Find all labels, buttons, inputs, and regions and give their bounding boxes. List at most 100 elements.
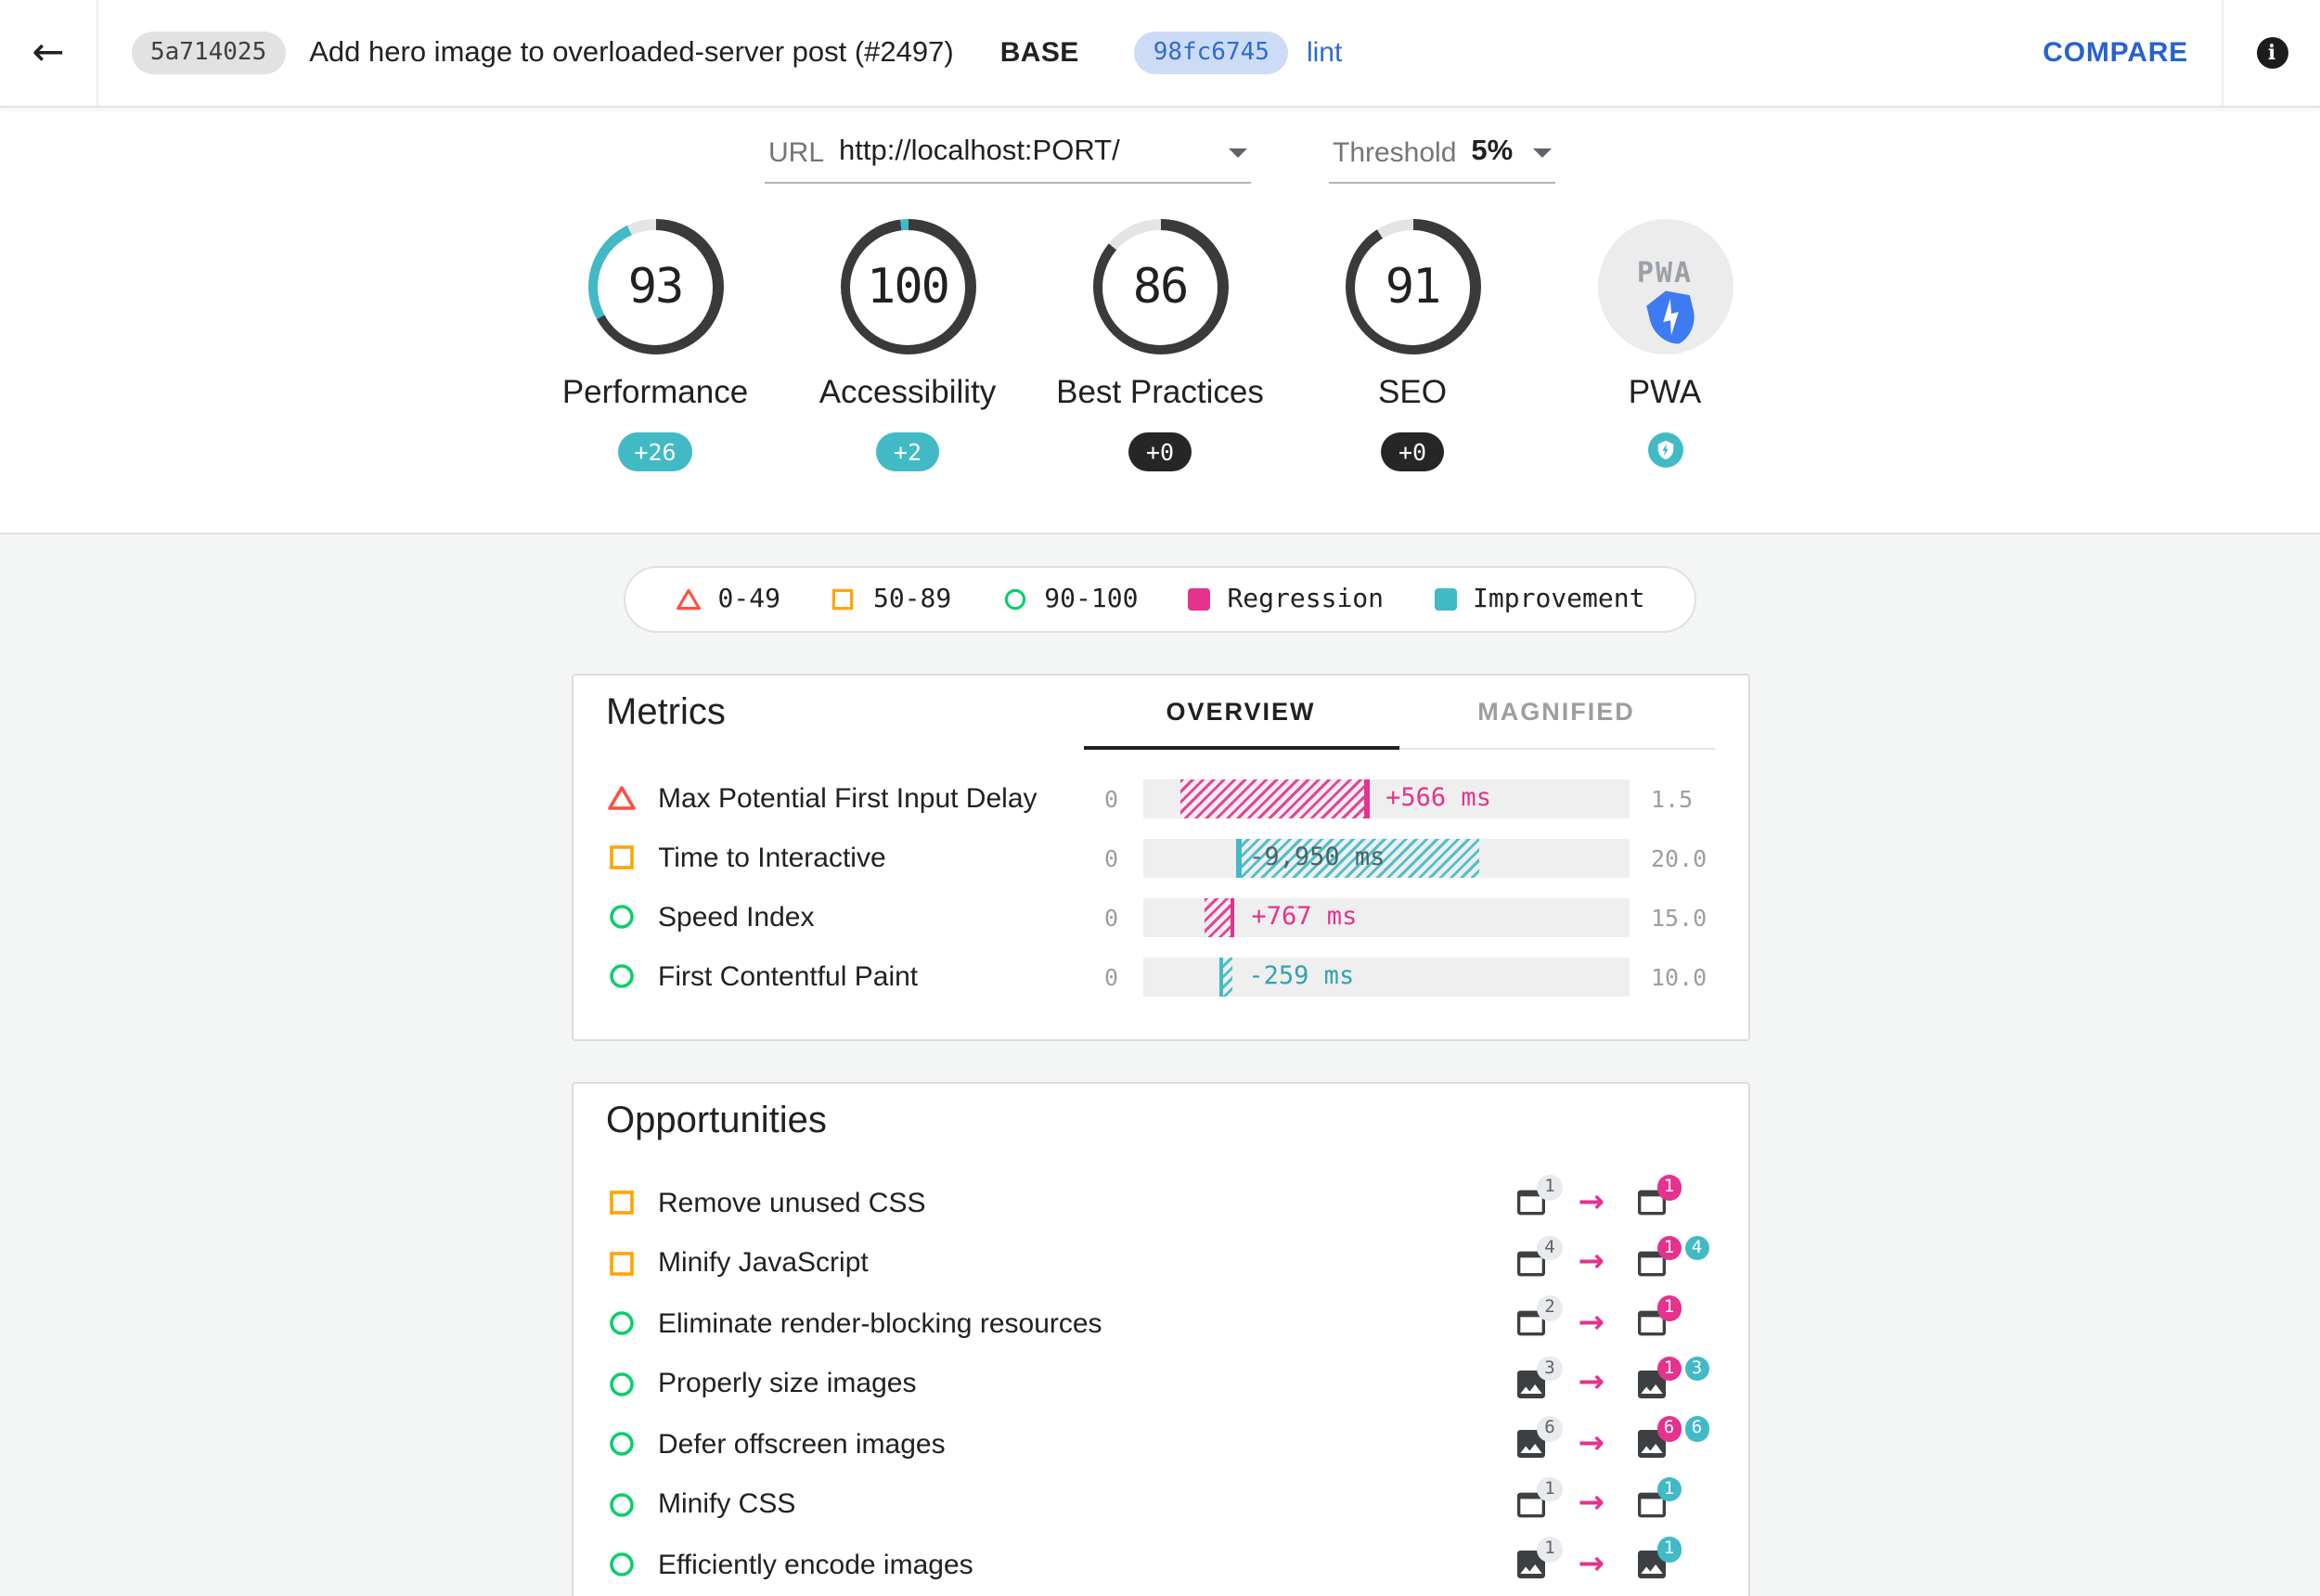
score-best-practices: 86 Best Practices +0 <box>1050 219 1270 471</box>
circle-icon <box>609 905 633 929</box>
base-count-badge: 4 <box>1537 1235 1563 1261</box>
metrics-rows: Max Potential First Input Delay 0 +566 m… <box>606 750 1714 1017</box>
score-performance: 93 Performance +26 <box>545 219 766 471</box>
metric-diff-segment <box>1236 838 1479 877</box>
score-gauges-row: 93 Performance +26 100 Accessibility +2 … <box>0 219 2320 471</box>
seo-label: SEO <box>1378 373 1447 410</box>
base-commit-hash-badge[interactable]: 5a714025 <box>132 32 286 74</box>
image-icon <box>1637 1370 1665 1398</box>
opportunity-row[interactable]: Efficiently encode images 1 → 1 <box>606 1535 1714 1595</box>
metric-label: Speed Index <box>658 901 815 933</box>
base-count-badge: 1 <box>1537 1175 1563 1201</box>
back-button[interactable]: ← <box>0 0 98 106</box>
opportunities-title: Opportunities <box>606 1100 827 1140</box>
opportunity-label: Minify JavaScript <box>658 1247 869 1280</box>
metric-axis-start: 0 <box>1103 962 1118 990</box>
circle-icon <box>609 1492 633 1517</box>
chevron-down-icon <box>1533 148 1552 157</box>
accessibility-gauge: 100 <box>840 219 975 354</box>
metric-diff-bar: +566 ms <box>1142 779 1629 817</box>
pwa-delta-badge <box>1647 432 1682 468</box>
regression-count-badge: 6 <box>1656 1416 1682 1442</box>
base-count-badge: 6 <box>1537 1416 1563 1442</box>
base-asset-icon: 3 <box>1514 1356 1563 1403</box>
seo-delta-badge: +0 <box>1381 432 1444 471</box>
opportunity-label: Properly size images <box>658 1368 917 1400</box>
metric-row: Time to Interactive 0 -9,950 ms 20.0 <box>606 828 1714 887</box>
tab-overview[interactable]: OVERVIEW <box>1083 676 1398 750</box>
opportunity-diff-icons: 1 → 1 <box>1514 1476 1682 1524</box>
opportunity-row[interactable]: Remove unused CSS 1 → 1 <box>606 1173 1714 1233</box>
opportunity-row[interactable]: Eliminate render-blocking resources 2 → … <box>606 1294 1714 1354</box>
threshold-select[interactable]: Threshold 5% <box>1329 132 1555 184</box>
seo-score: 91 <box>1385 259 1442 315</box>
metric-delta-value: +767 ms <box>1251 902 1358 932</box>
metric-row: First Contentful Paint 0 -259 ms 10.0 <box>606 946 1714 1006</box>
metric-axis-end: 20.0 <box>1651 843 1708 871</box>
circle-icon <box>609 1311 633 1336</box>
legend-pass: 90-100 <box>1001 585 1138 614</box>
threshold-select-label: Threshold <box>1333 136 1457 168</box>
opportunity-row[interactable]: Minify CSS 1 → 1 <box>606 1474 1714 1535</box>
url-select-value: http://localhost:PORT/ <box>839 135 1120 167</box>
info-section: i <box>2222 0 2320 106</box>
legend-fail: 0-49 <box>676 585 780 614</box>
legend-regression-label: Regression <box>1227 585 1385 614</box>
compare-label[interactable]: COMPARE <box>2043 37 2188 69</box>
base-count-badge: 3 <box>1537 1356 1563 1382</box>
legend-regression: Regression <box>1188 585 1384 614</box>
pwa-gauge: PWA <box>1597 219 1733 354</box>
tab-magnified[interactable]: MAGNIFIED <box>1477 698 1635 726</box>
compare-asset-icon: 1 <box>1632 1537 1682 1584</box>
score-accessibility: 100 Accessibility +2 <box>797 219 1018 471</box>
arrow-right-icon: → <box>1578 1243 1605 1281</box>
regression-count-badge: 1 <box>1656 1175 1682 1201</box>
compare-commit-title: lint <box>1306 37 1343 69</box>
accessibility-delta-badge: +2 <box>876 432 939 471</box>
opportunity-diff-icons: 1 → 1 <box>1514 1537 1682 1584</box>
regression-count-badge: 1 <box>1656 1356 1682 1382</box>
metric-axis-end: 1.5 <box>1651 784 1694 812</box>
square-icon <box>609 1251 633 1276</box>
metric-label: Max Potential First Input Delay <box>658 782 1038 814</box>
metric-axis-end: 10.0 <box>1651 962 1708 990</box>
opportunities-card: Opportunities Remove unused CSS 1 → 1 <box>571 1082 1749 1596</box>
regression-swatch-icon <box>1188 588 1211 611</box>
pwa-logo: PWA <box>1636 256 1694 290</box>
legend-average: 50-89 <box>831 585 951 614</box>
metric-label: Time to Interactive <box>658 842 886 873</box>
opportunity-status-icon <box>606 1370 636 1399</box>
compare-count-badges: 1 <box>1656 1537 1682 1563</box>
performance-gauge: 93 <box>587 219 723 354</box>
legend-wrap: 0-49 50-89 90-100 Regression Improvement <box>0 566 2320 633</box>
base-count-badge: 2 <box>1537 1295 1563 1321</box>
selectors-row: URL http://localhost:PORT/ Threshold 5% <box>0 132 2320 184</box>
base-asset-icon: 1 <box>1514 1476 1563 1524</box>
metric-delta-value: -9,950 ms <box>1249 843 1386 872</box>
opportunity-status-icon <box>606 1309 636 1339</box>
compare-commit-group: 98fc6745 lint <box>1134 32 1343 74</box>
compare-commit-hash-badge[interactable]: 98fc6745 <box>1134 32 1288 74</box>
url-select[interactable]: URL http://localhost:PORT/ <box>765 132 1251 184</box>
info-icon[interactable]: i <box>2256 37 2288 69</box>
metric-diff-segment <box>1205 897 1235 936</box>
regression-count-badge: 1 <box>1656 1235 1682 1261</box>
legend: 0-49 50-89 90-100 Regression Improvement <box>623 566 1697 633</box>
compare-count-badges: 1 <box>1656 1476 1682 1502</box>
opportunity-status-icon <box>606 1249 636 1279</box>
base-asset-icon: 1 <box>1514 1175 1563 1222</box>
opportunity-label: Eliminate render-blocking resources <box>658 1307 1102 1340</box>
metric-delta-value: -259 ms <box>1248 961 1355 991</box>
image-icon <box>1517 1370 1546 1398</box>
legend-average-label: 50-89 <box>872 585 952 614</box>
metrics-card-head: Metrics OVERVIEW MAGNIFIED <box>606 676 1714 750</box>
compare-asset-icon: 1 <box>1632 1175 1682 1222</box>
metric-row: Speed Index 0 +767 ms 15.0 <box>606 887 1714 946</box>
